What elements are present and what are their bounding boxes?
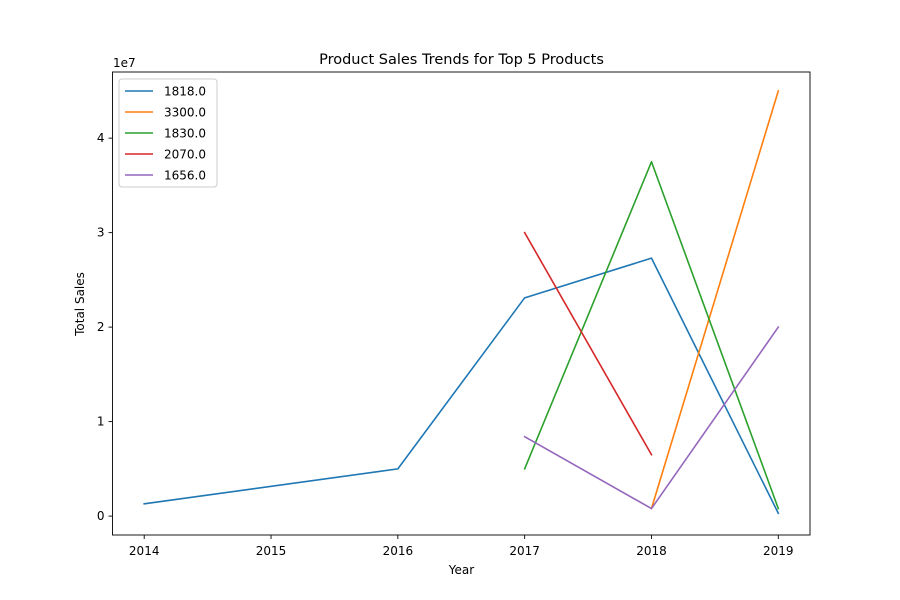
- y-tick-label: 0: [97, 509, 105, 523]
- x-tick-label: 2017: [509, 544, 540, 558]
- series-line-2: [650, 89, 780, 510]
- legend-label-3: 1830.0: [164, 127, 206, 141]
- axes-frame: [112, 71, 811, 536]
- y-tick-label: 1: [97, 415, 105, 429]
- plot-area: 2014 2015 2016 2017 2018 2019 0 1 2 3 4: [97, 71, 811, 558]
- y-tick-label: 3: [97, 226, 105, 240]
- legend-label-2: 3300.0: [164, 106, 206, 120]
- chart-title: Product Sales Trends for Top 5 Products: [319, 52, 604, 68]
- legend: 1818.0 3300.0 1830.0 2070.0 1656.0: [118, 78, 218, 188]
- legend-label-1: 1818.0: [164, 85, 206, 99]
- x-tick-label: 2018: [636, 544, 667, 558]
- x-tick-label: 2019: [763, 544, 794, 558]
- y-tick-label: 4: [97, 131, 105, 145]
- series-line-5: [523, 326, 780, 510]
- x-tick-label: 2016: [383, 544, 414, 558]
- x-tick-label: 2014: [129, 544, 160, 558]
- legend-label-5: 1656.0: [164, 169, 206, 183]
- x-tick-label: 2015: [256, 544, 287, 558]
- y-axis-offset-label: 1e7: [113, 56, 136, 70]
- x-axis-label: Year: [448, 563, 474, 577]
- legend-box: [118, 78, 218, 188]
- series-line-4: [523, 231, 653, 456]
- series-line-3: [523, 160, 780, 510]
- series-line-1: [143, 257, 780, 515]
- y-tick-label: 2: [97, 320, 105, 334]
- y-axis-label: Total Sales: [73, 272, 87, 337]
- legend-label-4: 2070.0: [164, 148, 206, 162]
